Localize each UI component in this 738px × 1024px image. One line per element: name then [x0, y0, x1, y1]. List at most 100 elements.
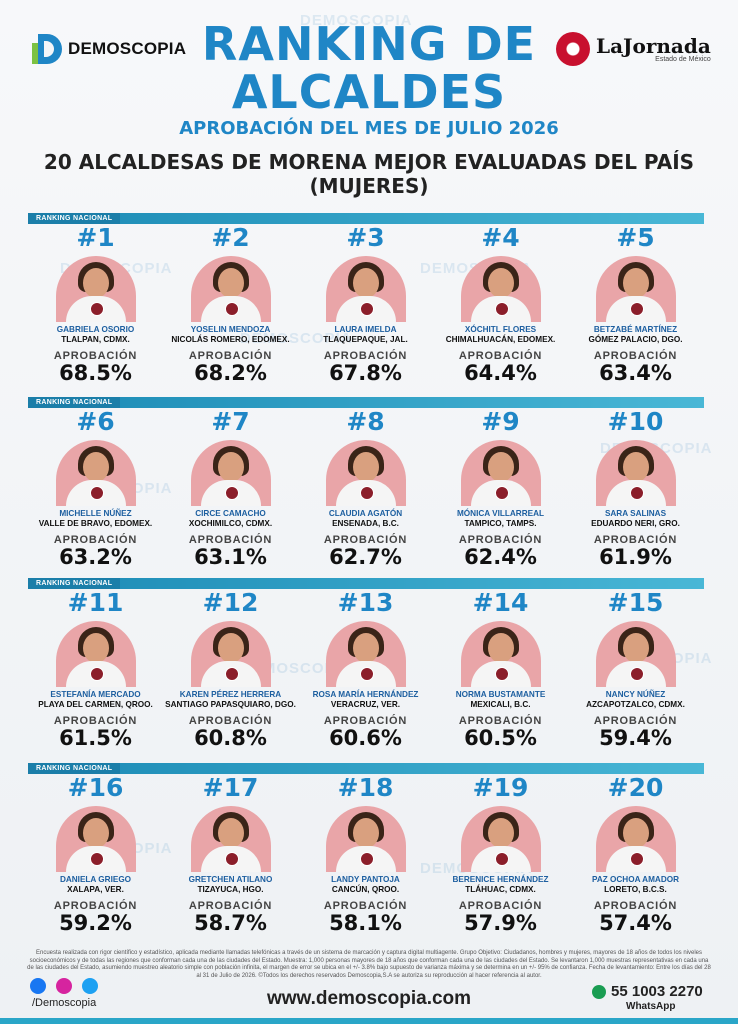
rank-number: #13 [337, 588, 394, 617]
rank-number: #17 [202, 773, 259, 802]
mayor-name: CLAUDIA AGATÓN [328, 509, 403, 518]
mayor-location: TAMPICO, TAMPS. [464, 519, 537, 528]
approval-label: APROBACIÓN [593, 350, 678, 362]
approval-value: 68.2% [194, 361, 267, 385]
mayor-location: EDUARDO NERI, GRO. [591, 519, 680, 528]
head-shape [82, 452, 109, 482]
party-pin-icon [494, 486, 509, 500]
subtitle: APROBACIÓN DEL MES DE JULIO 2026 [179, 118, 559, 139]
mayor-card: #16 DANIELA GRIEGO XALAPA, VER. APROBACIÓN 5… [28, 774, 163, 935]
mayor-photo [55, 440, 136, 506]
band-line [28, 397, 704, 408]
mayor-name: PAZ OCHOA AMADOR [591, 875, 680, 884]
head-shape [352, 633, 379, 663]
approval-label: APROBACIÓN [323, 534, 408, 546]
ranking-band: RANKING NACIONAL [28, 578, 704, 589]
ranking-row: #16 DANIELA GRIEGO XALAPA, VER. APROBACIÓN 5… [28, 774, 704, 935]
sun-emblem-icon [556, 32, 590, 66]
section-label: RANKING NACIONAL [28, 763, 121, 774]
mayor-name: ROSA MARÍA HERNÁNDEZ [312, 690, 419, 699]
rank-number: #3 [346, 223, 385, 252]
social-handle[interactable]: /Demoscopia [32, 997, 97, 1009]
party-pin-icon [224, 852, 239, 866]
approval-value: 64.4% [464, 361, 537, 385]
band-line [28, 578, 704, 589]
mayor-photo [595, 440, 676, 506]
mayor-photo [325, 806, 406, 872]
heading-line-2: (MUJERES) [309, 174, 429, 198]
mayor-location: AZCAPOTZALCO, CDMX. [586, 700, 685, 709]
ranking-band: RANKING NACIONAL [28, 763, 704, 774]
rank-number: #18 [337, 773, 394, 802]
mayor-location: TLALPAN, CDMX. [61, 335, 130, 344]
mayor-name: LANDY PANTOJA [331, 875, 400, 884]
approval-value: 62.4% [464, 545, 537, 569]
mayor-photo [190, 440, 271, 506]
mayor-name: NANCY NÚÑEZ [605, 690, 666, 699]
facebook-icon[interactable] [30, 978, 46, 994]
mayor-card: #5 BETZABÉ MARTÍNEZ GÓMEZ PALACIO, DGO. APR… [568, 224, 703, 385]
la-jornada-logo: LaJornada Estado de México [556, 32, 711, 66]
title-line-2: ALCALDES [231, 65, 507, 119]
ranking-row: #6 MICHELLE NÚÑEZ VALLE DE BRAVO, EDOMEX. A… [28, 408, 704, 569]
mayor-card: #19 BERENICE HERNÁNDEZ TLÁHUAC, CDMX. APROB… [433, 774, 568, 935]
rank-number: #10 [607, 407, 664, 436]
mayor-name: DANIELA GRIEGO [59, 875, 132, 884]
mayor-photo [460, 621, 541, 687]
head-shape [82, 818, 109, 848]
section-label: RANKING NACIONAL [28, 578, 121, 589]
mayor-location: ENSENADA, B.C. [332, 519, 399, 528]
whatsapp-label: WhatsApp [626, 1001, 676, 1012]
head-shape [217, 633, 244, 663]
mayor-name: YOSELIN MENDOZA [190, 325, 271, 334]
party-pin-icon [359, 667, 374, 681]
head-shape [217, 452, 244, 482]
rank-number: #6 [76, 407, 115, 436]
rank-number: #2 [211, 223, 250, 252]
whatsapp-icon [592, 984, 606, 999]
instagram-icon[interactable] [56, 978, 72, 994]
rank-number: #16 [67, 773, 124, 802]
mayor-name: CIRCE CAMACHO [195, 509, 266, 518]
mayor-card: #1 GABRIELA OSORIO TLALPAN, CDMX. APROBACIÓ… [28, 224, 163, 385]
band-line [28, 763, 704, 774]
approval-value: 62.7% [329, 545, 402, 569]
head-shape [82, 268, 109, 298]
mayor-location: VALLE DE BRAVO, EDOMEX. [38, 519, 153, 528]
mayor-location: GÓMEZ PALACIO, DGO. [588, 335, 683, 344]
rank-number: #11 [67, 588, 124, 617]
mayor-photo [595, 256, 676, 322]
demoscopia-logo: DEMOSCOPIA [32, 34, 186, 64]
mayor-location: XALAPA, VER. [67, 885, 124, 894]
mayor-photo [190, 621, 271, 687]
mayor-location: TLÁHUAC, CDMX. [465, 885, 536, 894]
approval-value: 63.4% [599, 361, 672, 385]
mayor-location: CHIMALHUACÁN, EDOMEX. [445, 335, 556, 344]
mayor-photo [55, 621, 136, 687]
mayor-name: GRETCHEN ATILANO [188, 875, 273, 884]
approval-label: APROBACIÓN [188, 900, 273, 912]
rank-number: #19 [472, 773, 529, 802]
whatsapp-contact[interactable]: 55 1003 2270 [592, 983, 703, 1000]
bottom-bar [0, 1018, 738, 1024]
mayor-card: #8 CLAUDIA AGATÓN ENSENADA, B.C. APROBACIÓN… [298, 408, 433, 569]
website-link[interactable]: www.demoscopia.com [266, 988, 472, 1009]
mayor-location: TLAQUEPAQUE, JAL. [323, 335, 408, 344]
mayor-photo [190, 806, 271, 872]
mayor-name: SARA SALINAS [604, 509, 667, 518]
phone-number: 55 1003 2270 [611, 983, 703, 1000]
head-shape [622, 633, 649, 663]
mayor-name: NORMA BUSTAMANTE [455, 690, 546, 699]
mayor-card: #3 LAURA IMELDA TLAQUEPAQUE, JAL. APROBACIÓ… [298, 224, 433, 385]
mayor-photo [460, 440, 541, 506]
mayor-name: GABRIELA OSORIO [56, 325, 135, 334]
rank-number: #7 [211, 407, 250, 436]
mayor-card: #2 YOSELIN MENDOZA NICOLÁS ROMERO, EDOMEX.… [163, 224, 298, 385]
mayor-card: #20 PAZ OCHOA AMADOR LORETO, B.C.S. APROBAC… [568, 774, 703, 935]
twitter-icon[interactable] [82, 978, 98, 994]
ranking-row: #1 GABRIELA OSORIO TLALPAN, CDMX. APROBACIÓ… [28, 224, 704, 385]
approval-value: 63.2% [59, 545, 132, 569]
approval-label: APROBACIÓN [53, 900, 138, 912]
la-jornada-name: LaJornada [596, 33, 711, 58]
